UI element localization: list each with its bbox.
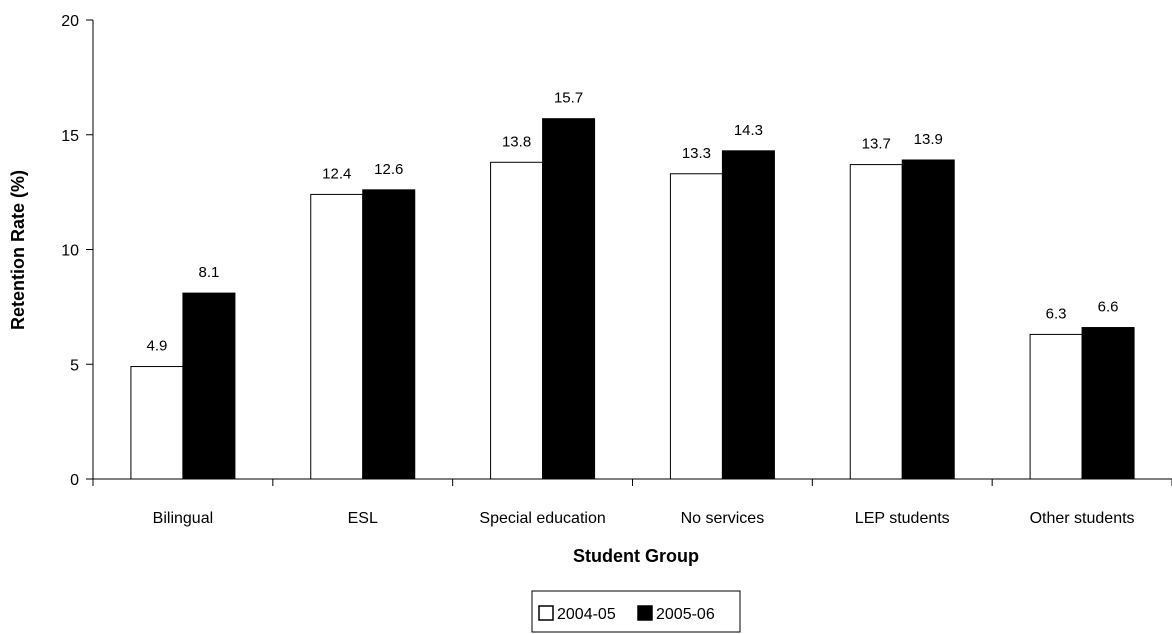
legend-label: 2005-06 [656, 606, 715, 623]
bar-value-label: 13.7 [862, 136, 891, 153]
bar-value-label: 12.4 [322, 165, 351, 182]
bar-2004-05 [669, 173, 723, 480]
y-axis-title: Retention Rate (%) [8, 170, 28, 330]
bar-2005-06 [721, 150, 775, 480]
bar-value-label: 6.3 [1046, 305, 1067, 322]
bar-2004-05 [849, 164, 903, 480]
bar-2005-06 [1081, 327, 1135, 480]
x-tick-label: Bilingual [153, 510, 213, 527]
y-tick-label: 10 [61, 243, 79, 260]
legend-frame [531, 590, 741, 633]
legend-label: 2004-05 [557, 606, 616, 623]
y-axis: 0 5 10 15 20 [61, 13, 94, 489]
legend-swatch [637, 605, 653, 621]
bar-2004-05 [130, 366, 184, 480]
x-axis-title: Student Group [573, 546, 699, 566]
bar-value-label: 13.3 [682, 145, 711, 162]
bar-2005-06 [362, 189, 416, 480]
bar-value-label: 4.9 [146, 338, 167, 355]
y-tick-label: 15 [61, 128, 79, 145]
y-tick-label: 5 [70, 357, 79, 374]
bar-value-label: 12.6 [374, 161, 403, 178]
data-labels: 4.9 8.1 12.4 12.6 13.8 15.7 13.3 14.3 13.7 13.9 6.… [146, 90, 1118, 355]
y-tick-label: 20 [61, 13, 79, 30]
bar-value-label: 6.6 [1098, 299, 1119, 316]
bar-2004-05 [1029, 333, 1083, 480]
bar-value-label: 14.3 [734, 122, 763, 139]
x-tick-label: Special education [479, 510, 605, 527]
bar-value-label: 8.1 [198, 264, 219, 281]
x-tick-label: Other students [1030, 510, 1135, 527]
legend: 2004-05 2005-06 [531, 590, 741, 633]
bar-value-label: 13.8 [502, 133, 531, 150]
bar-2005-06 [542, 118, 596, 480]
y-tick-label: 0 [70, 472, 79, 489]
bar-value-label: 15.7 [554, 90, 583, 107]
bar-value-label: 13.9 [914, 131, 943, 148]
bar-2004-05 [490, 161, 544, 480]
x-tick-label: ESL [348, 510, 378, 527]
bar-2004-05 [310, 193, 364, 480]
bar-2005-06 [182, 292, 236, 480]
x-tick-label: LEP students [855, 510, 950, 527]
bar-2005-06 [901, 159, 955, 480]
bars [130, 118, 1135, 480]
legend-swatch [538, 605, 554, 621]
x-tick-label: No services [681, 510, 765, 527]
x-axis: Bilingual ESL Special education No services… [92, 478, 1172, 527]
